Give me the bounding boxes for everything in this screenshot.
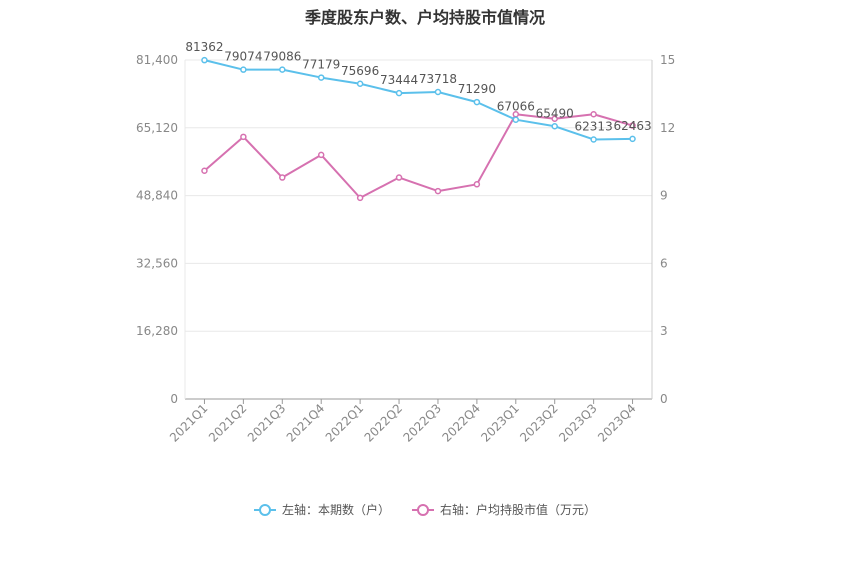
data-point-left <box>473 98 481 106</box>
series-line-left <box>204 59 633 141</box>
right-tick-label: 15 <box>660 53 675 67</box>
x-tick-label: 2022Q4 <box>439 401 483 445</box>
data-point-left <box>551 123 558 130</box>
data-point-left <box>201 56 208 64</box>
data-point-right <box>434 187 442 195</box>
left-tick-label: 81,400 <box>136 53 178 67</box>
data-label: 81362 <box>185 40 223 54</box>
data-point-right <box>551 115 558 123</box>
data-label: 77179 <box>302 58 340 72</box>
data-point-right <box>356 194 364 202</box>
data-point-left <box>512 116 520 123</box>
data-label: 75696 <box>341 64 379 78</box>
data-point-left <box>317 74 325 81</box>
data-label: 73444 <box>380 73 418 87</box>
data-point-left <box>629 135 636 143</box>
legend-marker-left <box>253 503 276 517</box>
data-label: 65490 <box>536 106 574 120</box>
x-tick-label: 2023Q4 <box>595 401 639 445</box>
data-point-left <box>590 136 597 143</box>
chart-title: 季度股东户数、户均持股市值情况 <box>304 8 545 27</box>
x-tick-label: 2023Q1 <box>478 401 522 445</box>
data-point-right <box>629 122 636 129</box>
right-tick-label: 9 <box>660 189 668 203</box>
data-label: 71290 <box>458 82 496 96</box>
x-tick-label: 2022Q1 <box>323 401 367 445</box>
left-tick-label: 48,840 <box>136 189 178 203</box>
x-tick-label: 2021Q2 <box>206 401 250 445</box>
right-tick-label: 12 <box>660 121 675 135</box>
x-tick-label: 2022Q3 <box>401 401 445 445</box>
data-point-right <box>240 133 247 141</box>
data-label: 67066 <box>497 100 535 114</box>
grid-lines <box>185 59 652 400</box>
right-tick-label: 3 <box>660 324 668 338</box>
data-point-right <box>201 167 208 174</box>
right-tick-label: 0 <box>660 392 668 406</box>
data-point-right <box>317 151 325 159</box>
data-point-left <box>356 80 364 88</box>
right-tick-label: 6 <box>660 256 668 270</box>
data-label: 62313 <box>575 119 613 133</box>
data-label: 73718 <box>419 72 457 86</box>
left-tick-label: 32,560 <box>136 256 178 270</box>
data-point-left <box>434 88 442 96</box>
legend-marker-right <box>412 503 434 517</box>
legend: 左轴：本期数（户） 右轴：户均持股市值（万元） <box>0 501 850 518</box>
legend-item-left-series[interactable]: 左轴：本期数（户） <box>253 501 390 518</box>
data-point-right <box>279 174 286 181</box>
x-tick-label: 2021Q1 <box>167 401 211 445</box>
data-point-right <box>473 181 481 188</box>
data-point-right <box>590 110 597 118</box>
data-point-left <box>395 89 403 97</box>
x-tick-label: 2021Q3 <box>245 401 289 445</box>
x-tick-label: 2023Q3 <box>556 401 600 445</box>
left-tick-label: 16,280 <box>136 324 178 338</box>
legend-label-right: 右轴：户均持股市值（万元） <box>440 503 597 517</box>
data-label: 79074 <box>224 50 262 64</box>
x-tick-label: 2022Q2 <box>362 401 406 445</box>
legend-item-right-series[interactable]: 右轴：户均持股市值（万元） <box>412 501 596 518</box>
left-tick-label: 65,120 <box>136 121 178 135</box>
x-tick-label: 2021Q4 <box>284 401 328 445</box>
data-point-right <box>395 174 403 181</box>
legend-label-left: 左轴：本期数（户） <box>281 503 390 517</box>
series-line-right <box>203 113 633 199</box>
x-tick-label: 2023Q2 <box>517 401 561 445</box>
data-point-left <box>279 66 286 73</box>
data-point-left <box>240 66 247 73</box>
series <box>201 56 636 202</box>
left-tick-label: 0 <box>170 392 178 406</box>
data-label: 79086 <box>263 50 301 64</box>
data-label: 62463 <box>613 119 651 133</box>
